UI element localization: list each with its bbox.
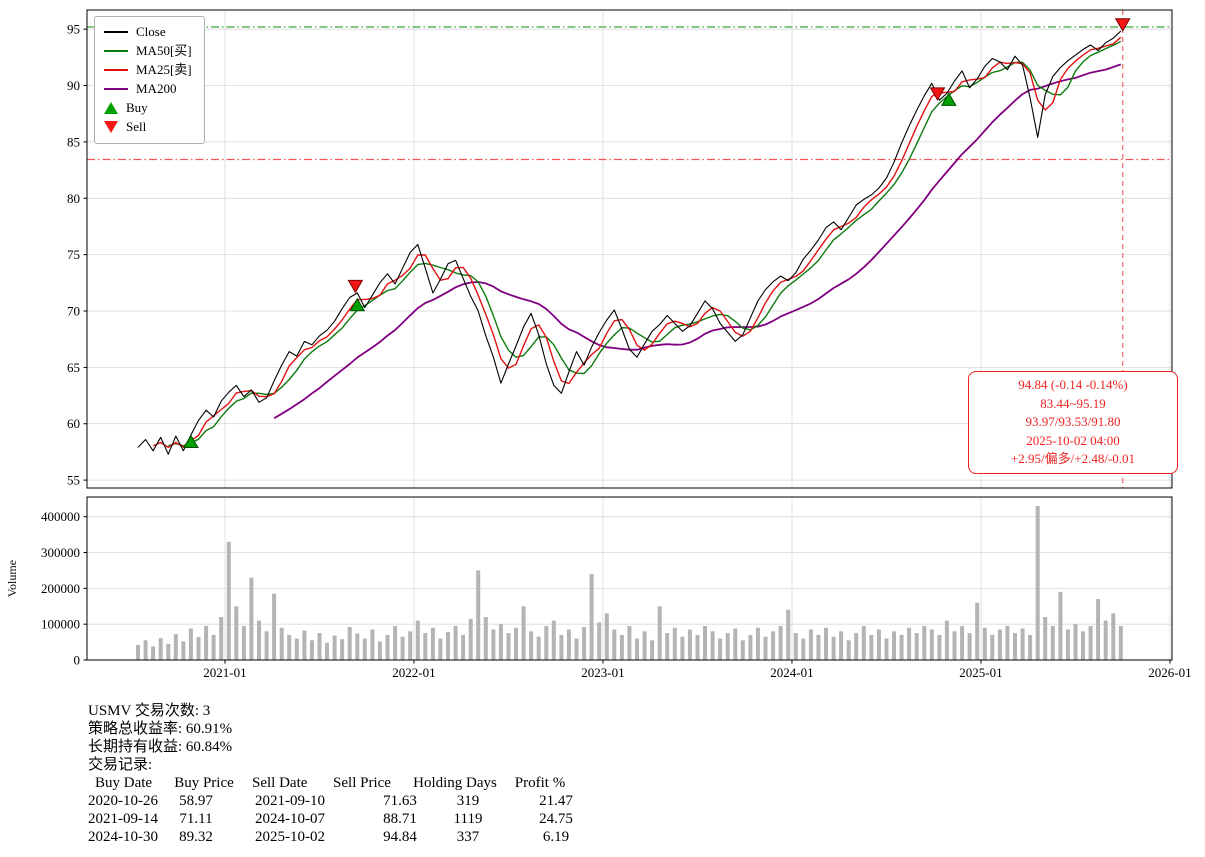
volume-y-tick-label: 100000 [41, 617, 80, 632]
annotation-signal-line: +2.95/偏多/+2.48/-0.01 [1010, 451, 1136, 466]
price-y-tick-label: 55 [67, 473, 80, 488]
legend-label: MA25[卖] [136, 62, 192, 77]
buy-marker [940, 92, 957, 106]
legend-entry: Sell [104, 117, 192, 136]
price-y-tick-label: 80 [67, 191, 80, 206]
stats-line: USMV 交易次数: 3 [88, 703, 211, 719]
legend-entry: MA50[买] [104, 41, 192, 60]
annotation-price-line: 94.84 (-0.14 -0.14%) [1018, 377, 1128, 392]
trades-cell: 6.19 [542, 829, 570, 845]
sell-marker [347, 279, 364, 294]
buy-triangle-icon [104, 101, 118, 114]
annotation-range-line: 83.44~95.19 [1040, 395, 1106, 411]
price-y-tick-label: 60 [67, 416, 80, 431]
price-y-tick-label: 95 [67, 22, 80, 37]
trades-cell: 21.47 [539, 793, 573, 809]
trades-cell: 2024-10-07 [255, 811, 325, 827]
annotation-date-line: 2025-10-02 04:00 [1026, 432, 1120, 448]
ma25-line [152, 36, 1122, 449]
sell-triangle-icon [104, 120, 118, 133]
annotation-ma-line: 93.97/93.53/91.80 [1025, 414, 1121, 429]
legend-entry: MA25[卖] [104, 60, 192, 79]
trades-cell: 2020-10-26 [88, 793, 158, 809]
trades-header-cell: Sell Date [252, 775, 308, 791]
legend-line-swatch [104, 49, 128, 52]
trades-cell: 71.11 [179, 811, 213, 827]
legend-label: MA200 [136, 81, 177, 96]
price-y-tick-label: 75 [67, 247, 80, 262]
stats-line: 策略总收益率: 60.91% [88, 721, 233, 737]
x-tick-label: 2025-01 [959, 665, 1002, 680]
stats-line: 交易记录: [88, 757, 153, 773]
legend-entry: Close [104, 22, 192, 41]
trades-header-cell: Sell Price [333, 775, 391, 791]
trades-cell: 337 [456, 829, 480, 845]
trades-cell: 71.63 [383, 793, 417, 809]
trades-header-cell: Buy Date [95, 775, 153, 791]
trades-cell: 2021-09-14 [88, 811, 158, 827]
volume-y-tick-label: 300000 [41, 545, 80, 560]
price-y-tick-label: 85 [67, 134, 80, 149]
trades-header-cell: Profit % [514, 775, 566, 791]
legend-line-swatch [104, 30, 128, 33]
x-tick-label: 2021-01 [203, 665, 246, 680]
ma50-line [168, 40, 1122, 447]
trades-cell: 2021-09-10 [255, 793, 325, 809]
sell-marker [929, 87, 946, 101]
volume-y-tick-label: 0 [74, 653, 81, 668]
trades-cell: 94.84 [383, 829, 417, 845]
legend-line-swatch [104, 87, 128, 90]
x-tick-label: 2026-01 [1148, 665, 1191, 680]
buy-marker [183, 434, 199, 449]
grid-lines [87, 10, 1172, 661]
legend-line-swatch [104, 68, 128, 71]
volume-y-tick-label: 400000 [41, 509, 80, 524]
trades-header-cell: Holding Days [413, 775, 497, 791]
price-plot-border [86, 9, 1173, 489]
x-tick-label: 2022-01 [392, 665, 435, 680]
legend-entry: MA200 [104, 79, 192, 98]
price-annotation-box: 94.84 (-0.14 -0.14%) 83.44~95.19 93.97/9… [968, 371, 1178, 474]
legend-entry: Buy [104, 98, 192, 117]
legend-label: Buy [126, 100, 148, 115]
trades-cell: 24.75 [539, 811, 573, 827]
volume-bars [136, 506, 1123, 660]
volume-axis-label: Volume [5, 560, 19, 597]
legend-label: Close [136, 24, 166, 39]
stats-line: 长期持有收益: 60.84% [88, 739, 233, 755]
chart-legend: Close MA50[买] MA25[卖] MA200 Buy Sell [94, 16, 205, 144]
trades-header-cell: Buy Price [174, 775, 234, 791]
volume-y-tick-label: 200000 [41, 581, 80, 596]
price-y-tick-label: 70 [67, 304, 80, 319]
price-y-tick-label: 90 [67, 78, 80, 93]
trades-cell: 89.32 [179, 829, 213, 845]
legend-label: Sell [126, 119, 147, 134]
trades-cell: 58.97 [179, 793, 213, 809]
strategy-stats: USMV 交易次数: 3 策略总收益率: 60.91% 长期持有收益: 60.84%… [88, 702, 232, 774]
x-tick-label: 2024-01 [770, 665, 813, 680]
trades-cell: 319 [456, 793, 480, 809]
legend-label: MA50[买] [136, 43, 192, 58]
price-y-tick-label: 65 [67, 360, 80, 375]
trades-cell: 2024-10-30 [88, 829, 158, 845]
ma200-line [273, 63, 1122, 419]
trades-cell: 2025-10-02 [255, 829, 325, 845]
trades-table: Buy Date Buy Price Sell Date Sell Price Hold… [88, 774, 708, 854]
axis-labels: 55 60 65 70 75 80 85 90 95 0 100000 200000 300000 400… [5, 22, 1192, 680]
trades-cell: 1119 [453, 811, 483, 827]
volume-plot-border [86, 496, 1173, 661]
buy-marker [349, 297, 366, 312]
trades-cell: 88.71 [383, 811, 417, 827]
axis-ticks [83, 28, 1171, 664]
sell-marker [1114, 18, 1131, 32]
x-tick-label: 2023-01 [581, 665, 624, 680]
close-line [137, 30, 1122, 455]
